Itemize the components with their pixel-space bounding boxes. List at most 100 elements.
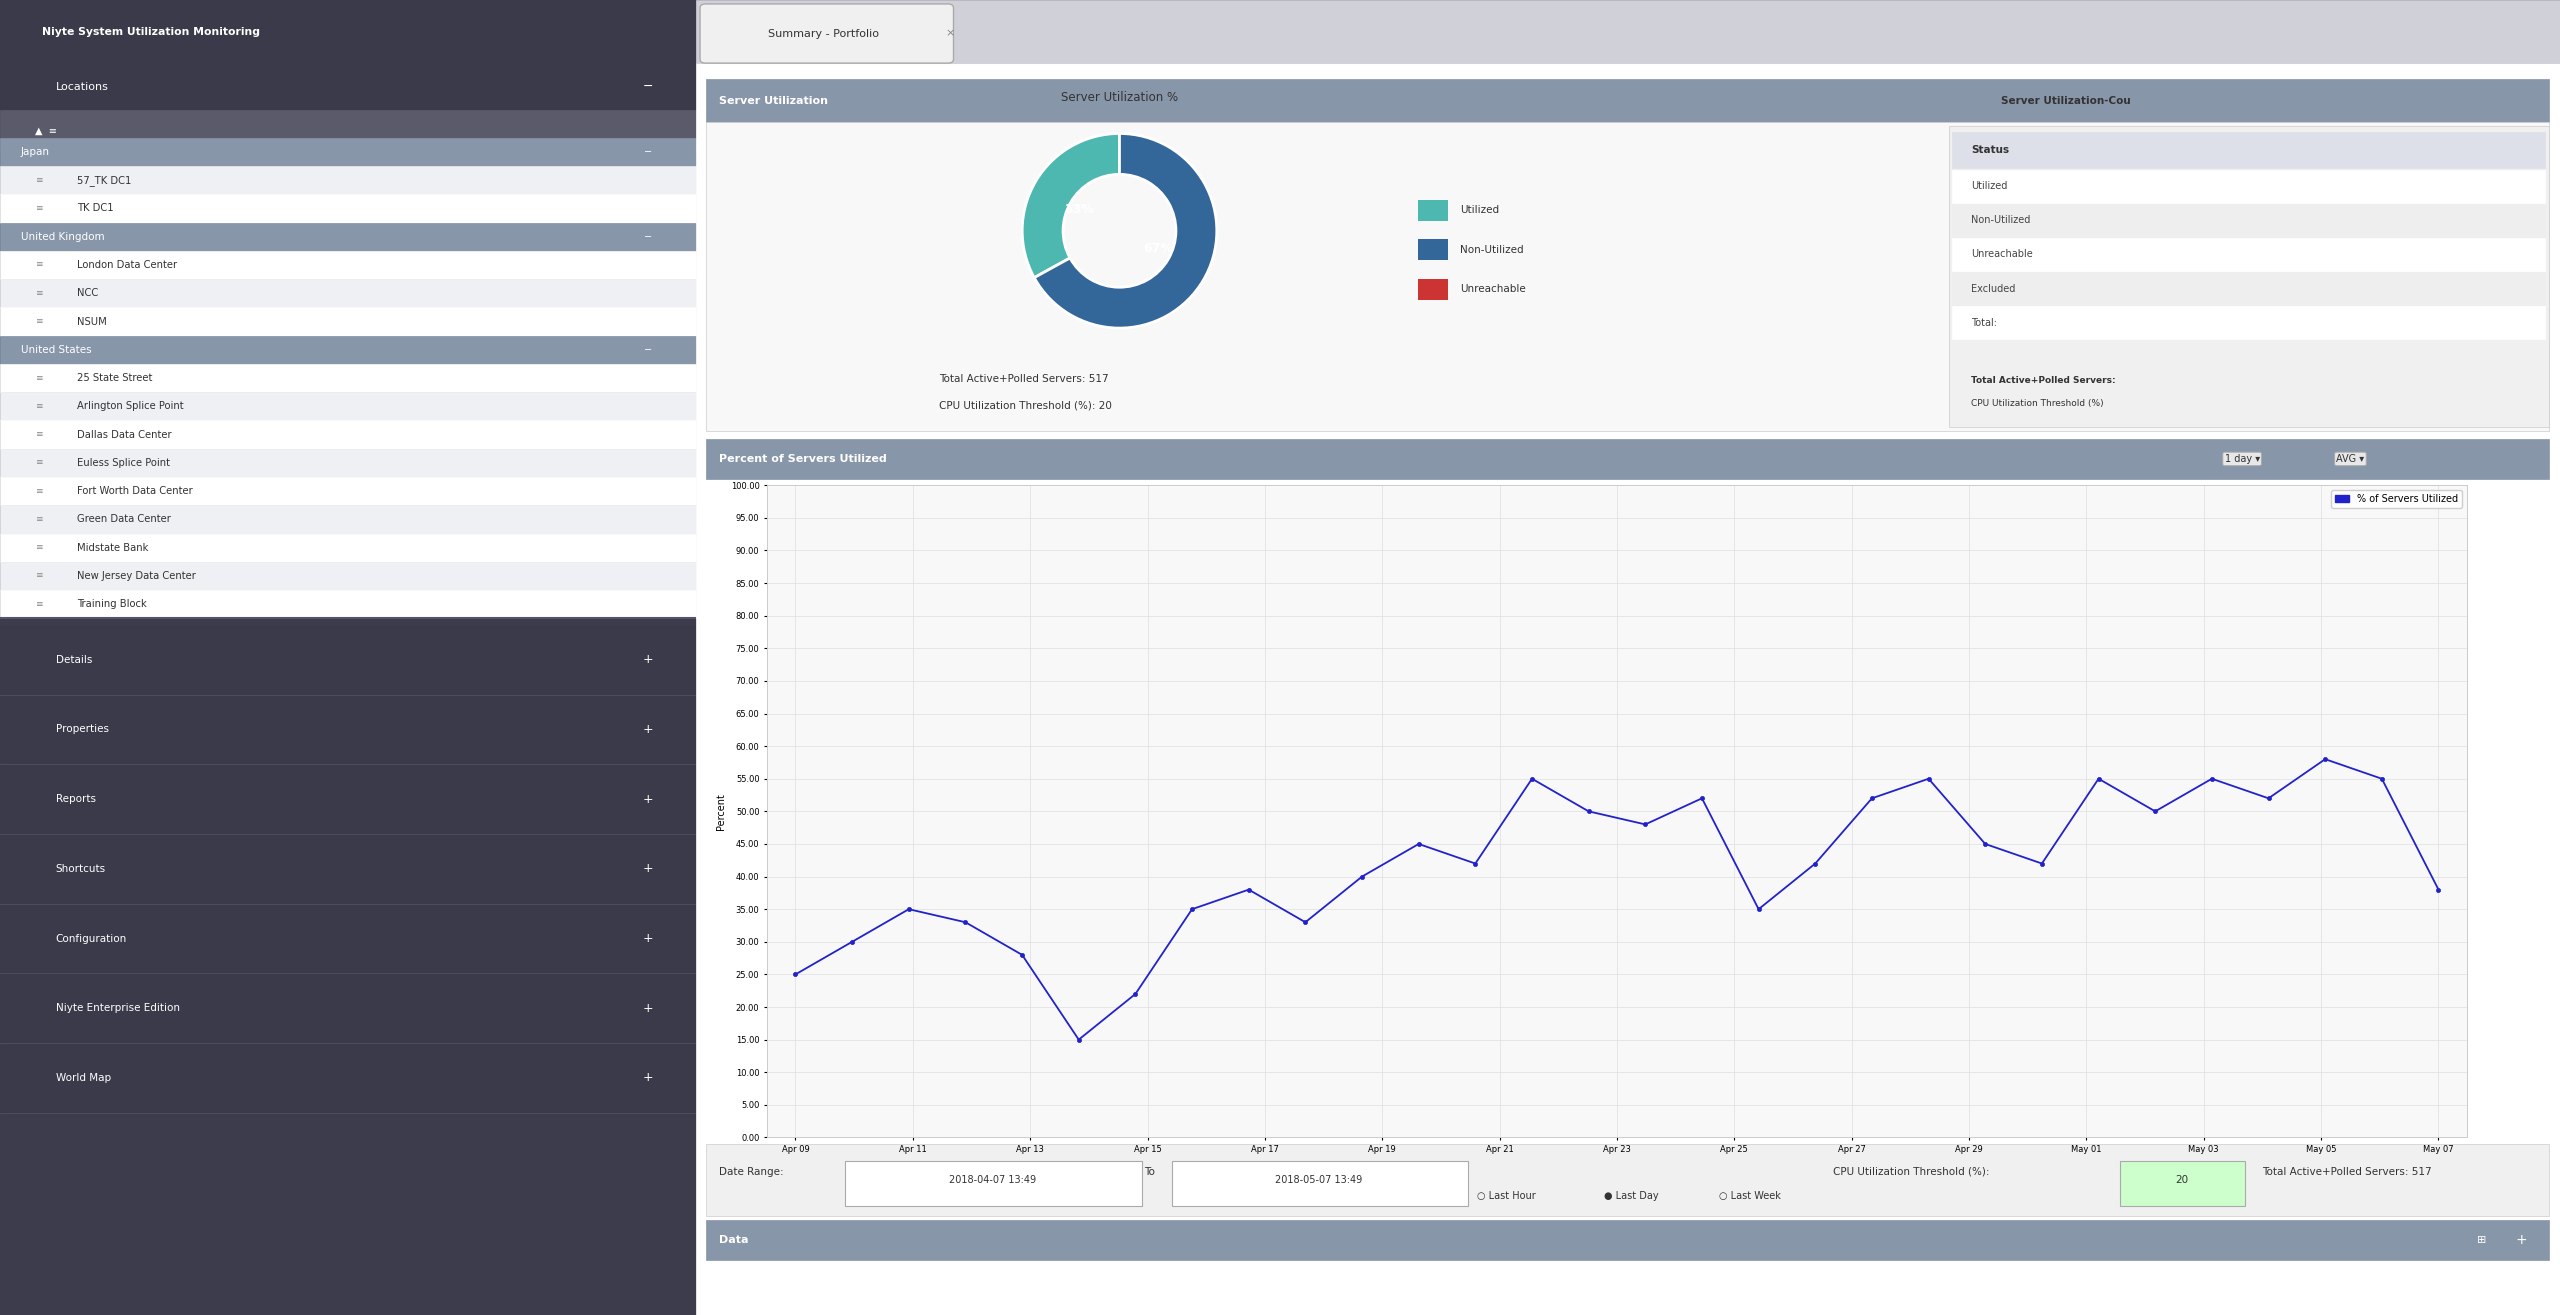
Text: Total Active+Polled Servers: 517: Total Active+Polled Servers: 517 [940, 373, 1108, 384]
Text: 1 day ▾: 1 day ▾ [2225, 454, 2260, 464]
Bar [1953, 170, 2545, 203]
FancyBboxPatch shape [699, 4, 952, 63]
Text: Data: Data [719, 1235, 748, 1245]
Bar [0, 392, 696, 421]
Text: ≡: ≡ [36, 289, 44, 297]
Bar [0, 308, 696, 335]
Text: ▲  ≡: ▲ ≡ [36, 126, 56, 135]
Bar [0, 834, 696, 903]
Bar [1953, 238, 2545, 271]
Bar [707, 1144, 2550, 1216]
Text: NCC: NCC [77, 288, 97, 299]
Text: Non-Utilized: Non-Utilized [1971, 216, 2030, 225]
Bar [0, 562, 696, 590]
Text: ⊞: ⊞ [2478, 1235, 2486, 1245]
Text: 33%: 33% [1065, 203, 1093, 216]
Text: +: + [643, 793, 653, 806]
Bar [0, 251, 696, 279]
Text: Locations: Locations [56, 82, 108, 92]
Text: ≡: ≡ [36, 317, 44, 326]
Bar [0, 138, 696, 166]
Wedge shape [1021, 133, 1119, 277]
Bar [0, 534, 696, 562]
Text: Total Active+Polled Servers:: Total Active+Polled Servers: [1971, 376, 2115, 384]
Legend: % of Servers Utilized: % of Servers Utilized [2330, 490, 2463, 508]
Text: Midstate Bank: Midstate Bank [77, 543, 148, 552]
Text: ○ Last Hour: ○ Last Hour [1477, 1191, 1536, 1201]
Text: United Kingdom: United Kingdom [20, 231, 105, 242]
Text: Total:: Total: [1971, 318, 1997, 327]
Text: ● Last Day: ● Last Day [1605, 1191, 1659, 1201]
Title: Server Utilization %: Server Utilization % [1060, 91, 1178, 104]
Text: Utilized: Utilized [1459, 205, 1500, 216]
Text: 57_TK DC1: 57_TK DC1 [77, 175, 131, 185]
Bar [1418, 239, 1449, 260]
Text: −: − [643, 231, 653, 242]
Text: AVG ▾: AVG ▾ [2337, 454, 2365, 464]
Bar [0, 364, 696, 392]
FancyBboxPatch shape [2120, 1161, 2245, 1206]
Text: New Jersey Data Center: New Jersey Data Center [77, 571, 195, 581]
Text: Dallas Data Center: Dallas Data Center [77, 430, 172, 439]
Bar [0, 195, 696, 222]
Text: −: − [643, 80, 653, 93]
Bar [1418, 279, 1449, 300]
Text: Properties: Properties [56, 725, 108, 735]
Text: Euless Splice Point: Euless Splice Point [77, 458, 169, 468]
Text: −: − [643, 147, 653, 156]
Text: To: To [1144, 1166, 1155, 1177]
Text: NSUM: NSUM [77, 317, 108, 326]
Text: ≡: ≡ [36, 260, 44, 270]
Text: Unreachable: Unreachable [1971, 250, 2033, 259]
Bar [0, 421, 696, 448]
Text: ×: × [945, 29, 955, 38]
FancyBboxPatch shape [845, 1161, 1142, 1206]
Text: Server Utilization-Cou: Server Utilization-Cou [2002, 96, 2130, 105]
Text: +: + [643, 1002, 653, 1015]
Text: 2018-05-07 13:49: 2018-05-07 13:49 [1275, 1176, 1362, 1185]
Bar [707, 1220, 2550, 1260]
Text: ○ Last Week: ○ Last Week [1720, 1191, 1782, 1201]
Text: Utilized: Utilized [1971, 181, 2007, 191]
Text: Niyte Enterprise Edition: Niyte Enterprise Edition [56, 1003, 179, 1014]
Text: ≡: ≡ [36, 176, 44, 184]
Text: Fort Worth Data Center: Fort Worth Data Center [77, 487, 192, 496]
Bar [0, 477, 696, 505]
Bar [0, 222, 696, 251]
Text: London Data Center: London Data Center [77, 260, 177, 270]
Bar [0, 0, 696, 63]
Text: Reports: Reports [56, 794, 95, 805]
Text: Total Active+Polled Servers: 517: Total Active+Polled Servers: 517 [2263, 1166, 2432, 1177]
Text: ≡: ≡ [36, 459, 44, 467]
Text: Date Range:: Date Range: [719, 1166, 783, 1177]
Bar [1953, 272, 2545, 305]
Text: Training Block: Training Block [77, 600, 146, 609]
Text: ≡: ≡ [36, 373, 44, 383]
Text: Non-Utilized: Non-Utilized [1459, 245, 1523, 255]
Text: ≡: ≡ [36, 572, 44, 580]
Text: ≡: ≡ [36, 402, 44, 410]
Text: ≡: ≡ [36, 600, 44, 609]
Text: 25 State Street: 25 State Street [77, 373, 151, 383]
FancyBboxPatch shape [1172, 1161, 1467, 1206]
Bar [0, 590, 696, 618]
Text: Summary - Portfolio: Summary - Portfolio [768, 29, 878, 38]
Text: ≡: ≡ [36, 204, 44, 213]
Bar [707, 439, 2550, 479]
Bar [0, 973, 696, 1043]
Bar [0, 903, 696, 973]
Text: 67%: 67% [1144, 242, 1172, 255]
Text: +: + [2514, 1233, 2527, 1247]
Bar [0, 166, 696, 195]
Text: United States: United States [20, 345, 92, 355]
Bar [1953, 204, 2545, 237]
Bar [0, 505, 696, 534]
Text: ≡: ≡ [36, 487, 44, 496]
Text: Green Data Center: Green Data Center [77, 514, 172, 525]
Text: Niyte System Utilization Monitoring: Niyte System Utilization Monitoring [41, 26, 259, 37]
Text: +: + [643, 723, 653, 736]
Text: Shortcuts: Shortcuts [56, 864, 105, 874]
Bar [0, 64, 696, 109]
Bar [696, 0, 2560, 63]
Text: +: + [643, 863, 653, 876]
